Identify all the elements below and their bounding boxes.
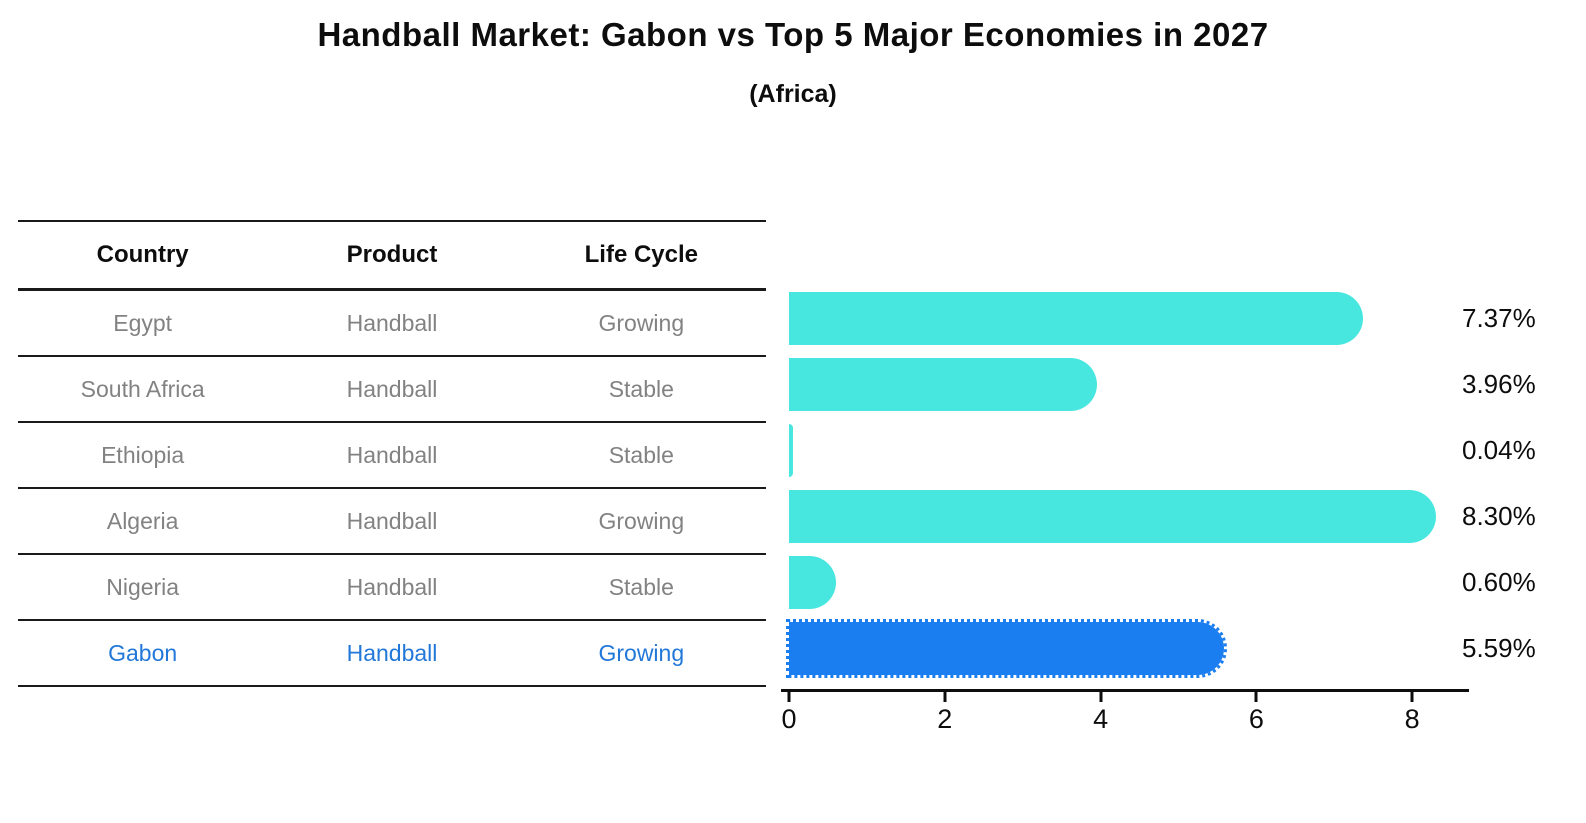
x-tick-mark — [1254, 692, 1258, 702]
bar-row — [789, 285, 1479, 351]
x-tick-mark — [787, 692, 791, 702]
x-tick-mark — [1410, 692, 1414, 702]
bar-ethiopia — [789, 423, 793, 477]
table-cell-life-cycle: Stable — [608, 375, 674, 402]
table-cell-country: Ethiopia — [101, 441, 185, 468]
bar-row — [789, 351, 1479, 417]
value-label-south-africa: 3.96% — [1462, 369, 1536, 399]
table-cell-life-cycle: Stable — [608, 441, 674, 468]
table-cell-life-cycle: Growing — [598, 639, 685, 666]
x-tick-label: 4 — [1093, 704, 1109, 734]
table-cell-country: Algeria — [106, 507, 179, 534]
table-cell-life-cycle: Growing — [598, 507, 685, 534]
table-header-product: Product — [346, 241, 438, 268]
table-cell-product: Handball — [346, 573, 438, 600]
bar-plot-area — [785, 285, 1479, 681]
table-header-country: Country — [96, 241, 189, 268]
table-cell-product: Handball — [346, 441, 438, 468]
table-row-south-africa: South Africa Handball Stable — [18, 357, 766, 423]
table-cell-product: Handball — [346, 639, 438, 666]
table-cell-country: Gabon — [108, 639, 178, 666]
bar-row — [785, 615, 1479, 681]
x-tick-label: 2 — [937, 704, 953, 734]
value-label-nigeria: 0.60% — [1462, 567, 1536, 597]
bar-row — [789, 483, 1479, 549]
x-tick-label: 8 — [1404, 704, 1420, 734]
table-body: Egypt Handball Growing South Africa Handball… — [18, 291, 766, 687]
table-cell-life-cycle: Stable — [608, 573, 674, 600]
table-cell-life-cycle: Growing — [598, 309, 685, 336]
table-cell-country: Egypt — [113, 309, 173, 336]
table-cell-country: South Africa — [80, 375, 205, 402]
bar-row — [789, 417, 1479, 483]
table-row-ethiopia: Ethiopia Handball Stable — [18, 423, 766, 489]
x-tick-label: 6 — [1248, 704, 1264, 734]
value-label-gabon: 5.59% — [1462, 633, 1536, 663]
table-row-algeria: Algeria Handball Growing — [18, 489, 766, 555]
table-row-egypt: Egypt Handball Growing — [18, 291, 766, 357]
table-cell-product: Handball — [346, 507, 438, 534]
table-cell-product: Handball — [346, 309, 438, 336]
value-label-algeria: 8.30% — [1462, 501, 1536, 531]
x-tick-mark — [943, 692, 947, 702]
value-label-egypt: 7.37% — [1462, 303, 1536, 333]
table-row-nigeria: Nigeria Handball Stable — [18, 555, 766, 621]
bar-row — [789, 549, 1479, 615]
bar-south-africa — [789, 357, 1098, 411]
chart-subtitle: (Africa) — [749, 80, 837, 108]
bar-gabon — [785, 618, 1228, 678]
x-axis-ticks: 0 2 4 6 8 — [781, 692, 1479, 752]
table-cell-product: Handball — [346, 375, 438, 402]
table-header-life-cycle: Life Cycle — [584, 241, 699, 268]
bar-nigeria — [789, 555, 836, 609]
table-cell-country: Nigeria — [106, 573, 180, 600]
table-row-gabon: Gabon Handball Growing — [18, 621, 766, 687]
comparison-table: Country Product Life Cycle Egypt Handball… — [18, 220, 766, 687]
value-label-ethiopia: 0.04% — [1462, 435, 1536, 465]
bar-egypt — [789, 291, 1364, 345]
bar-algeria — [789, 489, 1436, 543]
value-labels: 7.37% 3.96% 0.04% 8.30% 0.60% 5.59% — [1462, 285, 1536, 681]
x-tick-mark — [1099, 692, 1103, 702]
table-header-row: Country Product Life Cycle — [18, 222, 766, 291]
x-axis-line — [781, 689, 1469, 692]
x-tick-label: 0 — [781, 704, 797, 734]
chart-title: Handball Market: Gabon vs Top 5 Major Ec… — [317, 16, 1269, 53]
